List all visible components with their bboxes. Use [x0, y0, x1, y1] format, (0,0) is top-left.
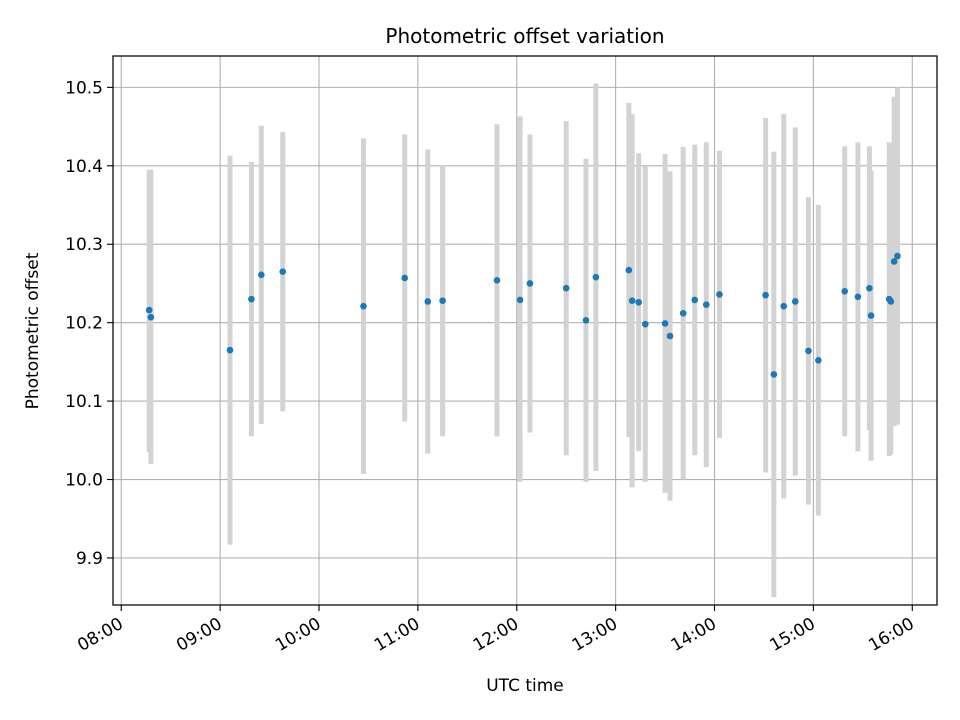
x-axis-label: UTC time: [486, 676, 564, 696]
data-point: [493, 277, 501, 284]
data-point: [716, 291, 723, 298]
data-point: [791, 298, 799, 305]
data-point: [691, 296, 699, 304]
data-point: [592, 273, 600, 281]
data-point: [582, 317, 590, 324]
y-tick-label: 10.5: [65, 78, 103, 98]
data-points: [145, 252, 901, 378]
data-point: [702, 301, 710, 308]
grid: [113, 56, 937, 605]
y-tick-label: 10.0: [65, 471, 103, 491]
data-point: [516, 296, 524, 304]
data-point: [679, 309, 687, 317]
data-point: [401, 274, 408, 282]
data-point: [780, 302, 788, 310]
data-point: [867, 312, 875, 319]
data-point: [815, 357, 822, 364]
data-point: [887, 298, 895, 305]
data-point: [866, 284, 873, 292]
data-point: [439, 297, 446, 304]
chart-title: Photometric offset variation: [385, 24, 664, 48]
data-point: [625, 266, 633, 274]
data-point: [661, 320, 669, 327]
data-point: [360, 302, 367, 310]
y-tick-label: 10.1: [65, 392, 103, 412]
data-point: [890, 258, 898, 265]
data-point: [854, 293, 862, 301]
data-point: [894, 252, 901, 260]
data-point: [526, 280, 534, 287]
data-point: [248, 295, 255, 303]
y-axis-ticks: 9.9 10.0 10.1 10.2 10.3 10.4 10.5: [65, 78, 113, 569]
data-point: [279, 268, 287, 275]
data-point: [562, 284, 570, 292]
data-point: [770, 371, 778, 378]
data-point: [145, 306, 153, 314]
data-point: [258, 271, 265, 279]
y-tick-label: 9.9: [76, 549, 103, 569]
y-tick-label: 10.2: [65, 314, 103, 334]
data-point: [805, 347, 812, 355]
data-point: [642, 320, 649, 328]
data-point: [226, 346, 234, 354]
y-tick-label: 10.4: [65, 157, 103, 177]
data-point: [635, 298, 643, 306]
y-axis-label: Photometric offset: [23, 252, 43, 409]
data-point: [628, 297, 636, 304]
data-point: [147, 313, 155, 321]
plot-frame: [112, 55, 938, 606]
data-point: [424, 298, 432, 305]
y-tick-label: 10.3: [65, 235, 103, 255]
data-point: [666, 332, 674, 340]
data-point: [762, 291, 769, 299]
data-point: [841, 287, 849, 295]
